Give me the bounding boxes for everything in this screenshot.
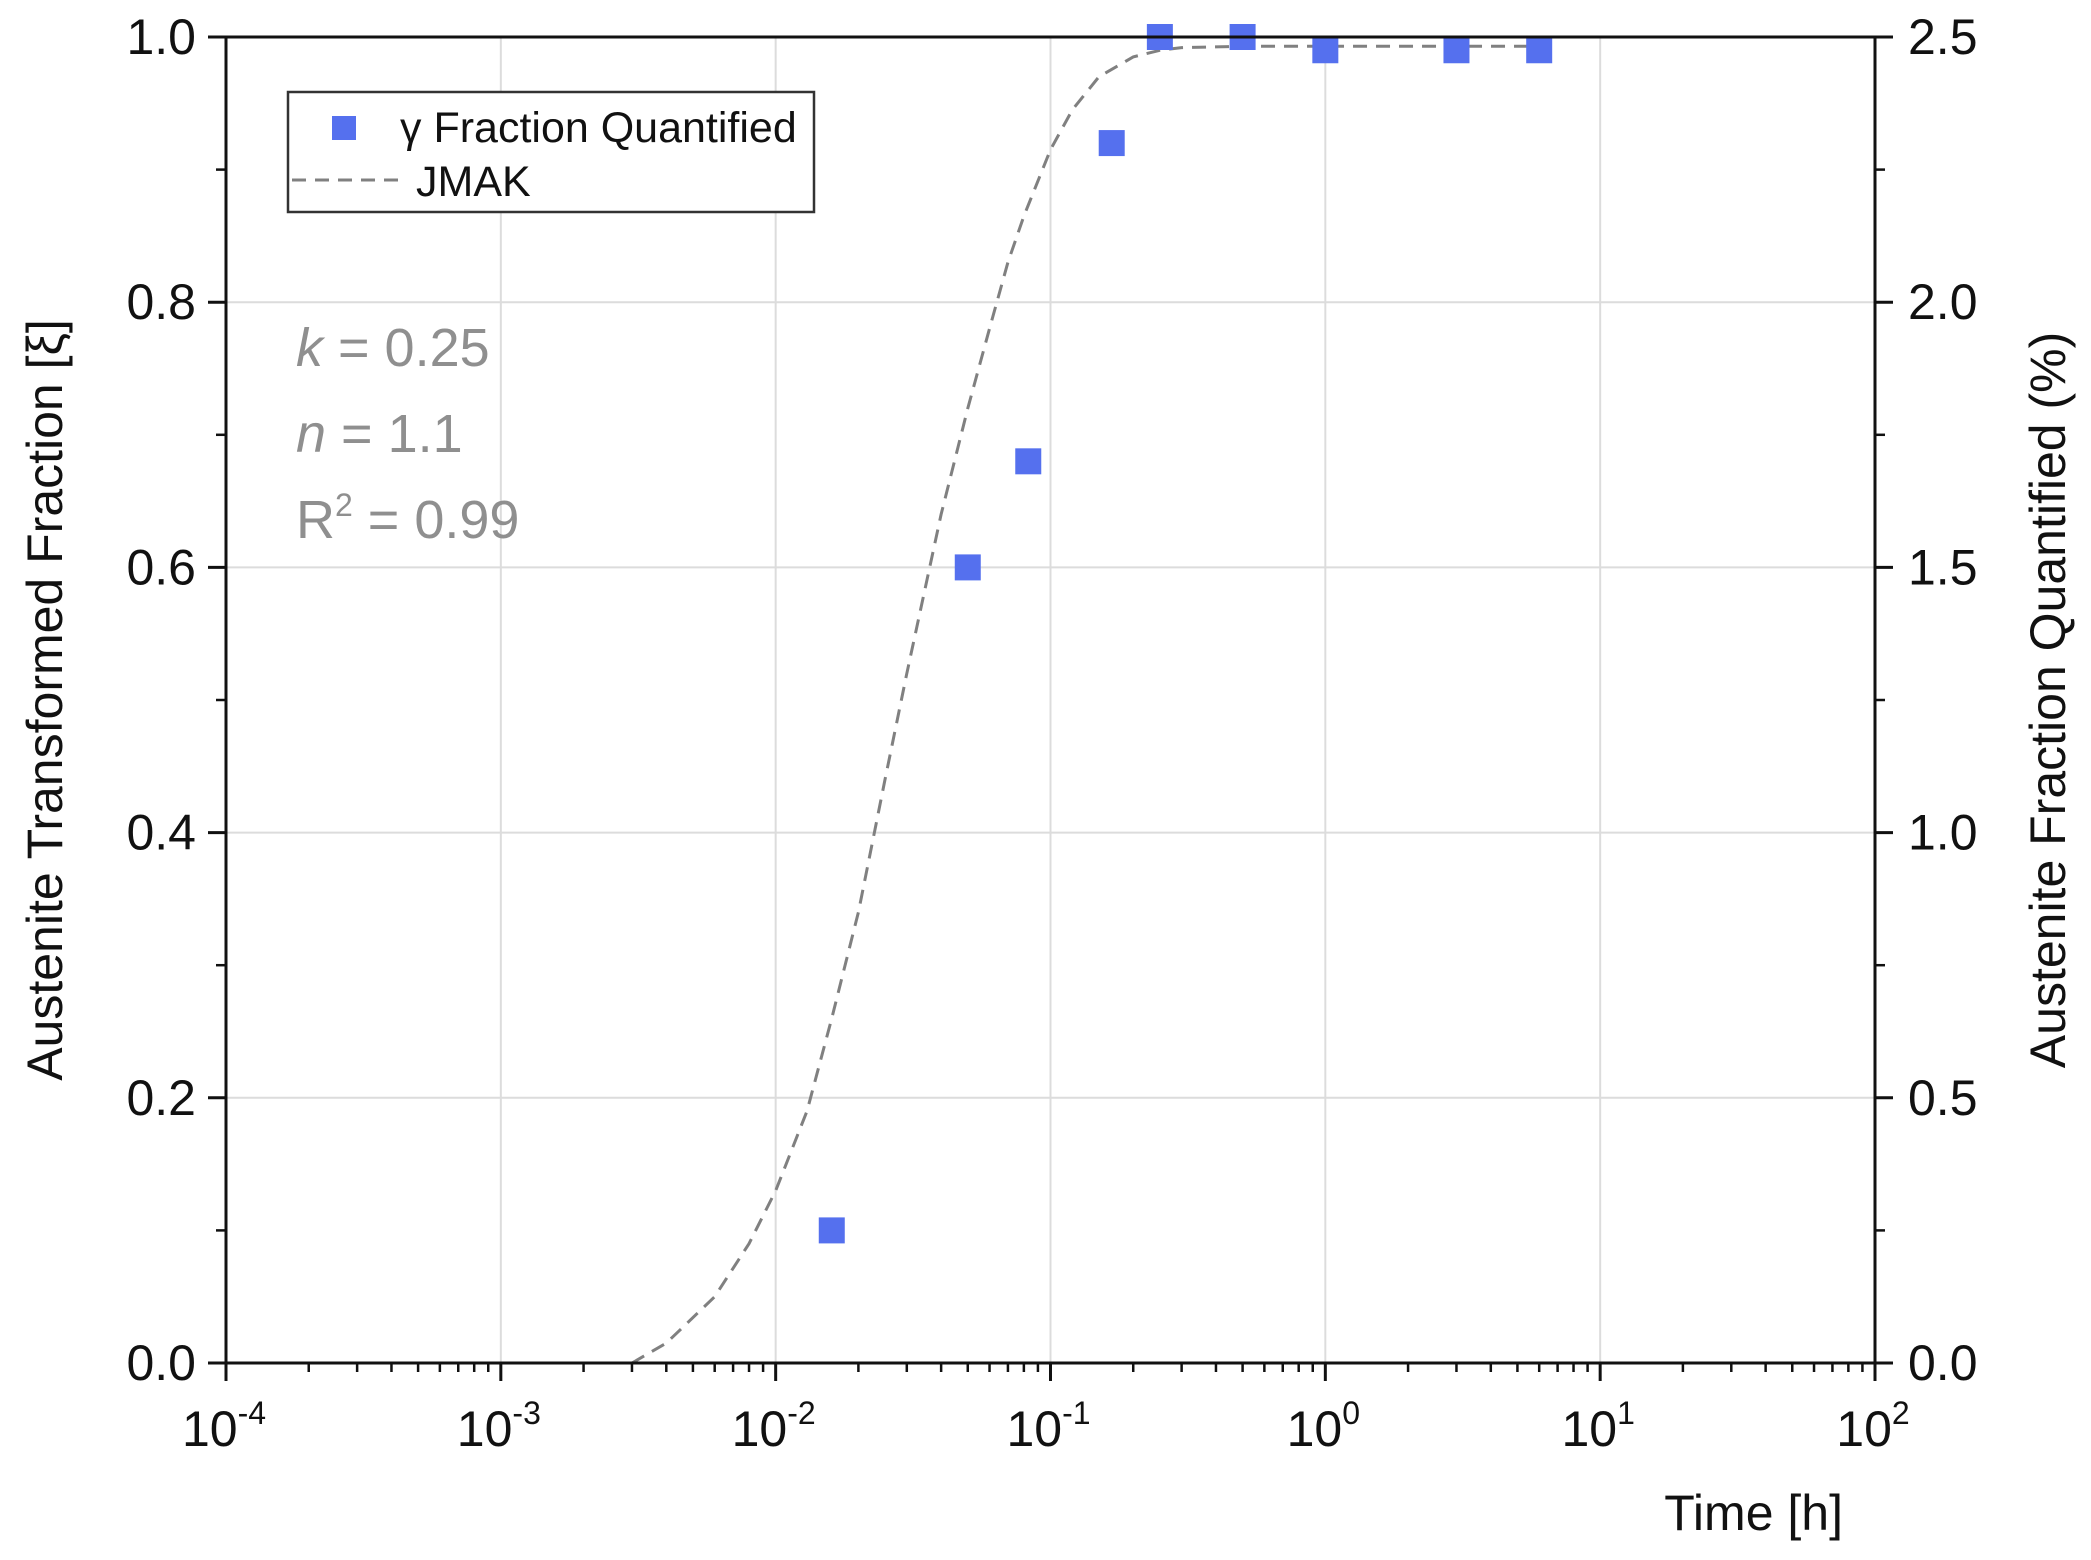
- x-tick-exponent: 1: [1617, 1395, 1635, 1431]
- legend-label-jmak: JMAK: [416, 158, 531, 206]
- legend-box: [286, 90, 816, 214]
- annotation-k-value: = 0.25: [323, 318, 490, 378]
- y2-tick-label: 0.0: [1908, 1335, 1978, 1391]
- data-point-square: [1443, 37, 1470, 64]
- data-point-square: [1526, 37, 1553, 64]
- y2-tick-label: 1.0: [1908, 805, 1978, 861]
- x-tick-base: 10: [1836, 1401, 1892, 1457]
- y-tick-label: 0.2: [126, 1070, 196, 1126]
- y2-axis-title: Austenite Fraction Quantified (%): [2020, 332, 2076, 1068]
- legend: γ Fraction Quantified JMAK: [286, 90, 816, 214]
- annotation-r2-base: R: [296, 490, 335, 550]
- x-tick-exponent: -3: [512, 1395, 540, 1431]
- y-axis-title: Austenite Transformed Fraction [ξ]: [17, 319, 73, 1081]
- x-tick-label: 10-4: [182, 1395, 266, 1457]
- y-tick-label: 0.0: [126, 1335, 196, 1391]
- annotation-n: n = 1.1: [296, 404, 463, 464]
- y-tick-label: 0.8: [126, 274, 196, 330]
- x-tick-base: 10: [1287, 1401, 1343, 1457]
- data-point-square: [954, 554, 981, 581]
- legend-label-gamma: γ Fraction Quantified: [400, 104, 797, 152]
- x-tick-label: 101: [1561, 1395, 1634, 1457]
- x-tick-exponent: 0: [1342, 1395, 1360, 1431]
- x-tick-exponent: -2: [787, 1395, 815, 1431]
- x-tick-base: 10: [457, 1401, 513, 1457]
- y2-tick-label: 1.5: [1908, 539, 1978, 595]
- x-tick-label: 10-2: [732, 1395, 816, 1457]
- y2-tick-label: 0.5: [1908, 1070, 1978, 1126]
- fit-annotations: k = 0.25 n = 1.1 R2 = 0.99: [296, 318, 519, 550]
- annotation-k-var: k: [296, 318, 326, 378]
- x-tick-exponent: -4: [238, 1395, 266, 1431]
- data-point-square: [818, 1217, 845, 1244]
- tick-labels: 10-4 10-3 10-2 10-1 100 101 1020.00.20.40.60.8…: [126, 9, 1977, 1457]
- annotation-k: k = 0.25: [296, 318, 490, 378]
- marker-layer: [818, 24, 1553, 1244]
- data-point-square: [1098, 130, 1125, 157]
- grid: [226, 37, 1875, 1363]
- x-tick-label: 102: [1836, 1395, 1909, 1457]
- y2-tick-label: 2.5: [1908, 9, 1978, 65]
- x-tick-base: 10: [732, 1401, 788, 1457]
- x-tick-exponent: -1: [1062, 1395, 1090, 1431]
- x-tick-exponent: 2: [1892, 1395, 1910, 1431]
- y-tick-label: 1.0: [126, 9, 196, 65]
- annotation-r2-value: = 0.99: [353, 490, 520, 550]
- y-tick-label: 0.4: [126, 805, 196, 861]
- ticks: [208, 35, 1893, 1381]
- x-tick-label: 10-1: [1006, 1395, 1090, 1457]
- x-tick-base: 10: [1561, 1401, 1617, 1457]
- data-point-square: [1312, 37, 1339, 64]
- annotation-n-value: = 1.1: [326, 404, 463, 464]
- data-point-square: [1015, 448, 1042, 475]
- x-tick-label: 10-3: [457, 1395, 541, 1457]
- y-tick-label: 0.6: [126, 539, 196, 595]
- x-tick-base: 10: [1006, 1401, 1062, 1457]
- jmak-fit-curve: [631, 44, 1540, 1365]
- x-axis-title: Time [h]: [1664, 1485, 1843, 1541]
- x-tick-base: 10: [182, 1401, 238, 1457]
- annotation-r2-sup: 2: [335, 487, 353, 523]
- fit-curve-layer: [631, 44, 1540, 1365]
- y2-tick-label: 2.0: [1908, 274, 1978, 330]
- x-tick-label: 100: [1287, 1395, 1360, 1457]
- annotation-r2: R2 = 0.99: [296, 487, 519, 550]
- annotation-n-var: n: [296, 404, 326, 464]
- legend-marker-square: [332, 116, 356, 140]
